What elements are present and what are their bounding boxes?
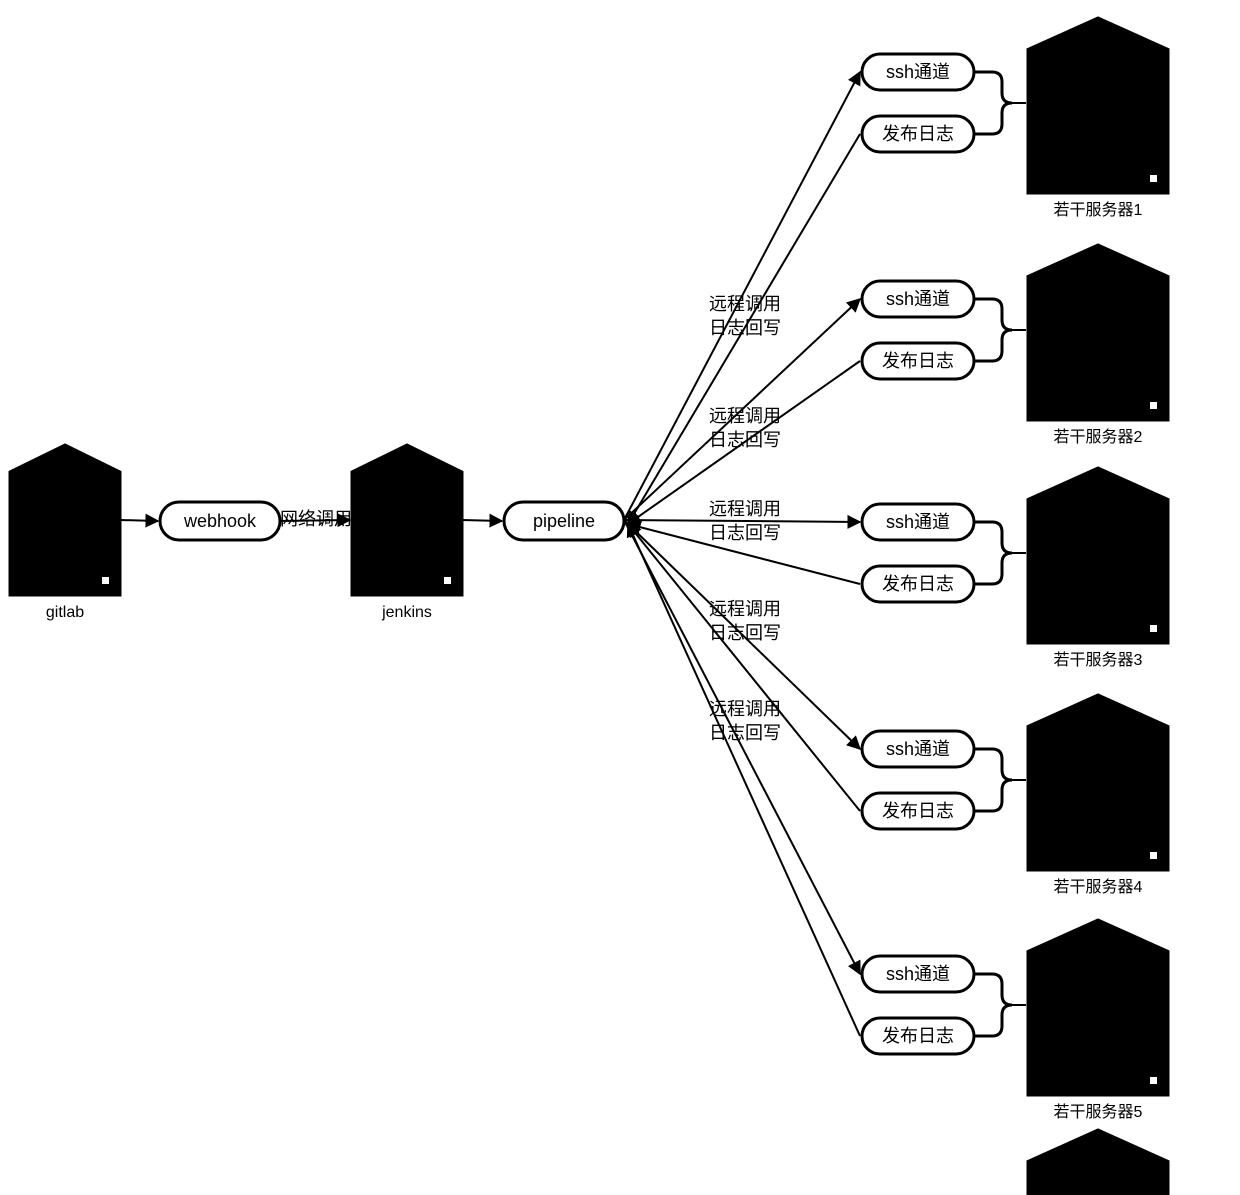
pill-ssh-s5: ssh通道 xyxy=(862,956,974,992)
label-remote-call-3: 远程调用 xyxy=(709,599,781,619)
server-s5: 若干服务器5 xyxy=(1028,920,1168,1121)
pill-ssh-s3: ssh通道 xyxy=(862,504,974,540)
bracket-s5 xyxy=(974,974,1012,1036)
server-s1-caption: 若干服务器1 xyxy=(1054,201,1143,219)
pill-pipeline: pipeline xyxy=(504,502,624,540)
label-remote-call-4: 远程调用 xyxy=(709,699,781,719)
pill-pipeline-label: pipeline xyxy=(533,511,595,531)
server-s1: 若干服务器1 xyxy=(1028,18,1168,219)
label-log-writeback-4: 日志回写 xyxy=(709,723,781,743)
label-log-writeback-0: 日志回写 xyxy=(709,318,781,338)
pill-ssh-s2: ssh通道 xyxy=(862,281,974,317)
server-gitlab-caption: gitlab xyxy=(46,604,84,621)
pill-log-s3: 发布日志 xyxy=(862,566,974,602)
label-remote-call-2: 远程调用 xyxy=(709,499,781,519)
pill-ssh-s1: ssh通道 xyxy=(862,54,974,90)
pill-ssh-s3-label: ssh通道 xyxy=(886,512,950,532)
edge-fan-back-s4 xyxy=(628,524,860,811)
server-jenkins: jenkins xyxy=(352,445,462,621)
edge-gitlab-webhook xyxy=(120,520,158,521)
bracket-s2 xyxy=(974,299,1012,361)
server-s2: 若干服务器2 xyxy=(1028,245,1168,446)
edge-fan-out-s5 xyxy=(624,520,860,974)
pill-log-s1: 发布日志 xyxy=(862,116,974,152)
server-gitlab: gitlab xyxy=(10,445,120,621)
server-jenkins-caption: jenkins xyxy=(381,604,432,621)
server-s2-caption: 若干服务器2 xyxy=(1054,428,1143,446)
server-s3-caption: 若干服务器3 xyxy=(1054,651,1143,669)
pill-log-s5: 发布日志 xyxy=(862,1018,974,1054)
bracket-s4 xyxy=(974,749,1012,811)
server-s6 xyxy=(1028,1130,1168,1195)
pill-ssh-s1-label: ssh通道 xyxy=(886,62,950,82)
bracket-s3 xyxy=(974,522,1012,584)
pill-log-s2-label: 发布日志 xyxy=(882,351,954,371)
edge-jenkins-pipeline xyxy=(462,520,502,521)
label-log-writeback-1: 日志回写 xyxy=(709,430,781,450)
pill-ssh-s4-label: ssh通道 xyxy=(886,739,950,759)
pill-log-s2: 发布日志 xyxy=(862,343,974,379)
pill-ssh-s2-label: ssh通道 xyxy=(886,289,950,309)
label-net-call: 网络调用 xyxy=(280,509,352,529)
bracket-s1 xyxy=(974,72,1012,134)
label-remote-call-1: 远程调用 xyxy=(709,406,781,426)
server-s3: 若干服务器3 xyxy=(1028,468,1168,669)
pill-log-s4: 发布日志 xyxy=(862,793,974,829)
label-remote-call-0: 远程调用 xyxy=(709,294,781,314)
pill-log-s3-label: 发布日志 xyxy=(882,574,954,594)
pill-webhook: webhook xyxy=(160,502,280,540)
label-log-writeback-3: 日志回写 xyxy=(709,623,781,643)
pill-ssh-s5-label: ssh通道 xyxy=(886,964,950,984)
server-s4: 若干服务器4 xyxy=(1028,695,1168,896)
server-s5-caption: 若干服务器5 xyxy=(1054,1103,1143,1121)
server-s4-caption: 若干服务器4 xyxy=(1054,878,1143,896)
pill-webhook-label: webhook xyxy=(183,511,257,531)
label-log-writeback-2: 日志回写 xyxy=(709,523,781,543)
edge-fan-out-s3 xyxy=(624,520,860,522)
pill-ssh-s4: ssh通道 xyxy=(862,731,974,767)
pill-log-s4-label: 发布日志 xyxy=(882,801,954,821)
pill-log-s1-label: 发布日志 xyxy=(882,124,954,144)
pill-log-s5-label: 发布日志 xyxy=(882,1026,954,1046)
